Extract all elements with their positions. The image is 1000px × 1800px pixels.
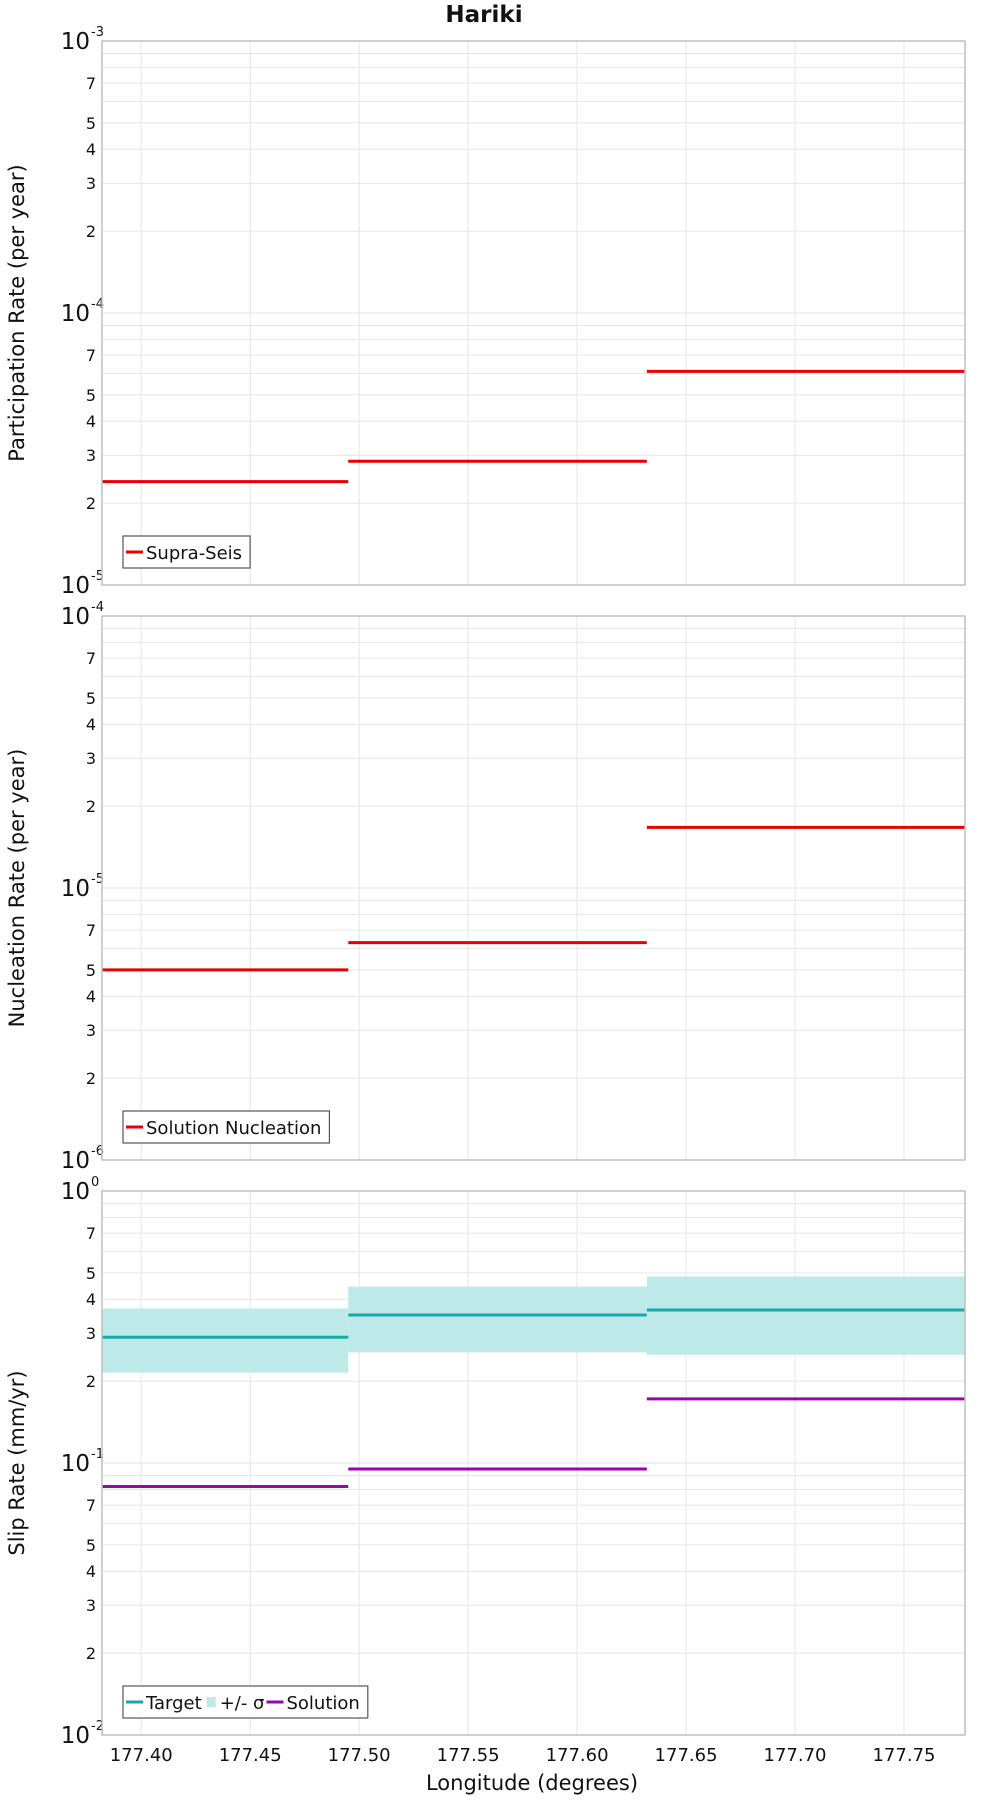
y-tick-label-minor: 5 xyxy=(86,961,96,980)
y-tick-label: 10 xyxy=(61,573,90,599)
plot-frame xyxy=(101,615,966,1161)
x-tick-label: 177.40 xyxy=(110,1745,173,1766)
y-tick-label-minor: 3 xyxy=(86,1596,96,1615)
y-tick-label-minor: 5 xyxy=(86,689,96,708)
x-tick-label: 177.65 xyxy=(655,1745,718,1766)
y-tick-label: 10 xyxy=(61,876,90,902)
y-tick-label-minor: 3 xyxy=(86,446,96,465)
y-tick-label: 10 xyxy=(61,1723,90,1749)
legend-label: Solution Nucleation xyxy=(146,1118,321,1139)
y-tick-exponent: -6 xyxy=(91,1144,104,1159)
legend-label: +/- σ xyxy=(220,1693,265,1714)
legend-box xyxy=(122,1110,331,1144)
y-tick-label-minor: 5 xyxy=(86,386,96,405)
y-tick-label: 10 xyxy=(61,29,90,55)
y-tick-label-minor: 7 xyxy=(86,649,96,668)
y-tick-label: 10 xyxy=(61,1148,90,1174)
square-icon xyxy=(206,1697,216,1707)
x-tick-label: 177.55 xyxy=(437,1745,500,1766)
y-tick-label-minor: 7 xyxy=(86,1224,96,1243)
y-tick-label-minor: 2 xyxy=(86,494,96,513)
y-tick-label-minor: 2 xyxy=(86,1644,96,1663)
y-tick-label-minor: 3 xyxy=(86,174,96,193)
y-tick-label: 10 xyxy=(61,1179,90,1205)
x-tick-label: 177.50 xyxy=(328,1745,391,1766)
legend-label: Supra-Seis xyxy=(146,543,242,564)
x-tick-label: 177.60 xyxy=(546,1745,609,1766)
legend-label: Target xyxy=(145,1693,202,1714)
sigma-band xyxy=(348,1286,647,1353)
y-tick-label-minor: 5 xyxy=(86,1536,96,1555)
y-tick-label-minor: 2 xyxy=(86,1372,96,1391)
x-tick-label: 177.75 xyxy=(872,1745,935,1766)
plot-frame xyxy=(101,40,966,586)
y-tick-label-minor: 5 xyxy=(86,114,96,133)
y-tick-label-minor: 4 xyxy=(86,1562,96,1581)
y-axis-label: Participation Rate (per year) xyxy=(5,164,29,461)
y-tick-label-minor: 4 xyxy=(86,412,96,431)
y-tick-label: 10 xyxy=(61,301,90,327)
y-axis-label: Slip Rate (mm/yr) xyxy=(5,1370,29,1555)
legend-box xyxy=(122,535,251,569)
y-tick-label-minor: 2 xyxy=(86,1069,96,1088)
y-tick-exponent: -2 xyxy=(91,1719,104,1734)
legend: Solution Nucleation xyxy=(122,1110,331,1144)
y-tick-label-minor: 5 xyxy=(86,1264,96,1283)
y-tick-exponent: 0 xyxy=(91,1175,99,1190)
y-tick-label-minor: 7 xyxy=(86,74,96,93)
legend-box xyxy=(122,1685,369,1719)
y-tick-label-minor: 4 xyxy=(86,715,96,734)
y-tick-label-minor: 4 xyxy=(86,1290,96,1309)
figure-title: Hariki xyxy=(445,2,522,28)
y-tick-label-minor: 2 xyxy=(86,797,96,816)
y-tick-label: 10 xyxy=(61,1451,90,1477)
y-tick-label-minor: 3 xyxy=(86,1021,96,1040)
y-tick-label-minor: 4 xyxy=(86,987,96,1006)
y-tick-label-minor: 3 xyxy=(86,749,96,768)
y-tick-label-minor: 2 xyxy=(86,222,96,241)
y-tick-label-minor: 7 xyxy=(86,346,96,365)
x-axis-label: Longitude (degrees) xyxy=(426,1771,638,1795)
legend: Supra-Seis xyxy=(122,535,251,569)
x-tick-label: 177.70 xyxy=(764,1745,827,1766)
y-tick-label-minor: 4 xyxy=(86,140,96,159)
sigma-band xyxy=(102,1308,349,1373)
sigma-band xyxy=(646,1276,965,1355)
legend-label: Solution xyxy=(286,1693,359,1714)
y-tick-label: 10 xyxy=(61,604,90,630)
y-tick-exponent: -3 xyxy=(91,25,104,40)
legend: Target +/- σ Solution xyxy=(122,1685,369,1719)
x-tick-label: 177.45 xyxy=(219,1745,282,1766)
y-tick-exponent: -5 xyxy=(91,569,104,584)
y-tick-exponent: -4 xyxy=(91,600,104,615)
y-tick-label-minor: 3 xyxy=(86,1324,96,1343)
y-axis-label: Nucleation Rate (per year) xyxy=(5,749,29,1028)
y-tick-exponent: -5 xyxy=(91,872,104,887)
plot-frame xyxy=(101,1190,966,1736)
y-tick-exponent: -1 xyxy=(91,1447,104,1462)
y-tick-label-minor: 7 xyxy=(86,921,96,940)
y-tick-exponent: -4 xyxy=(91,297,104,312)
y-tick-label-minor: 7 xyxy=(86,1496,96,1515)
